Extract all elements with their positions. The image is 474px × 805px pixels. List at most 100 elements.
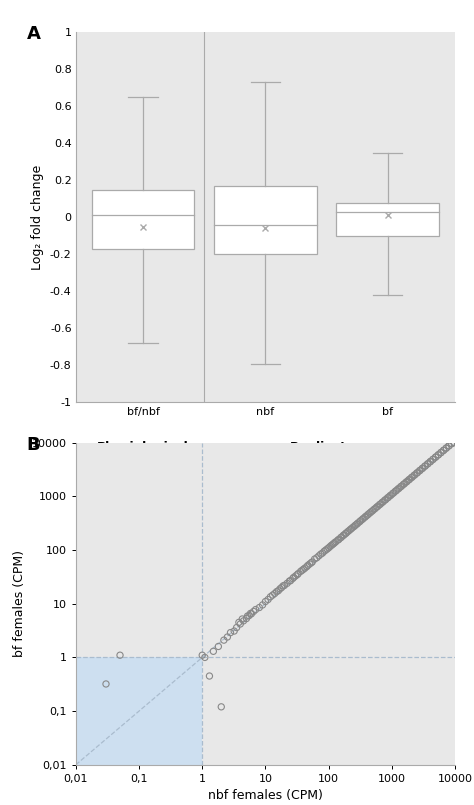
Point xyxy=(220,634,228,646)
Point xyxy=(297,565,304,578)
Point xyxy=(298,564,306,576)
Text: A: A xyxy=(27,25,40,43)
Point xyxy=(403,475,411,488)
Point xyxy=(381,493,389,506)
Point xyxy=(102,678,110,691)
Point xyxy=(300,563,307,576)
Point xyxy=(306,558,313,571)
Point xyxy=(293,568,301,581)
Point xyxy=(365,508,372,521)
Point xyxy=(390,486,398,499)
Point xyxy=(448,437,456,450)
Point xyxy=(406,473,413,485)
Point xyxy=(289,572,297,585)
Point xyxy=(361,510,369,523)
Point xyxy=(311,552,319,565)
Point xyxy=(392,484,400,497)
Point xyxy=(332,535,340,548)
Point xyxy=(273,585,280,598)
Point xyxy=(290,571,298,584)
Point xyxy=(287,574,294,587)
Point xyxy=(233,621,240,634)
Point xyxy=(353,518,361,530)
Point xyxy=(378,496,386,509)
Point xyxy=(330,537,337,550)
Point xyxy=(358,513,366,526)
Point xyxy=(369,505,376,518)
Point xyxy=(387,489,395,502)
Point xyxy=(359,512,367,525)
Y-axis label: Log₂ fold change: Log₂ fold change xyxy=(31,165,45,270)
Point xyxy=(429,453,437,466)
Point xyxy=(397,481,404,493)
Point xyxy=(432,451,439,464)
Point xyxy=(351,520,358,533)
Point xyxy=(292,569,300,582)
Point xyxy=(413,467,420,480)
Point xyxy=(400,478,407,491)
Point xyxy=(345,524,353,537)
Point xyxy=(322,543,329,556)
Point xyxy=(375,498,383,511)
Point xyxy=(411,469,419,481)
Point xyxy=(230,625,238,638)
Point xyxy=(424,457,432,470)
Point xyxy=(283,577,291,590)
Point xyxy=(432,451,439,464)
Point xyxy=(383,492,391,505)
Bar xyxy=(337,203,439,236)
Point xyxy=(326,540,334,553)
Point xyxy=(440,444,447,456)
Point xyxy=(348,522,356,535)
Point xyxy=(334,534,342,547)
Point xyxy=(240,614,247,627)
Point xyxy=(372,502,379,515)
Point xyxy=(279,580,287,592)
Point xyxy=(237,617,244,630)
Point xyxy=(427,455,434,468)
Point xyxy=(447,437,455,450)
Point xyxy=(402,476,410,489)
Point xyxy=(304,559,312,572)
Point xyxy=(206,670,213,683)
Point xyxy=(328,538,336,551)
Point xyxy=(405,473,412,486)
Point xyxy=(340,528,348,541)
Point xyxy=(201,651,209,664)
Point xyxy=(367,506,375,518)
Point xyxy=(255,601,263,614)
Point xyxy=(352,518,359,531)
Point xyxy=(424,457,431,470)
Point xyxy=(349,521,357,534)
Point xyxy=(384,491,392,504)
Point xyxy=(445,440,453,452)
X-axis label: nbf females (CPM): nbf females (CPM) xyxy=(208,790,323,803)
Point xyxy=(440,444,447,456)
Point xyxy=(281,579,288,592)
Point xyxy=(354,517,362,530)
Point xyxy=(323,543,331,555)
Y-axis label: bf females (CPM): bf females (CPM) xyxy=(13,551,26,657)
Point xyxy=(346,523,354,536)
Point xyxy=(437,446,445,459)
Point xyxy=(278,581,285,594)
Point xyxy=(269,588,276,601)
Point xyxy=(245,609,253,622)
Point xyxy=(215,640,222,653)
Point xyxy=(303,560,310,573)
Point xyxy=(357,514,365,527)
Point xyxy=(301,562,309,575)
Point xyxy=(438,446,445,459)
Point xyxy=(356,515,364,528)
Point xyxy=(244,609,251,622)
Bar xyxy=(92,189,194,249)
Point xyxy=(342,527,349,540)
Point xyxy=(382,493,390,506)
Point xyxy=(331,536,338,549)
Point xyxy=(252,603,259,616)
Point xyxy=(394,482,402,495)
Point xyxy=(235,616,243,629)
Point xyxy=(276,582,284,595)
Point xyxy=(409,471,416,484)
Point xyxy=(386,489,394,502)
